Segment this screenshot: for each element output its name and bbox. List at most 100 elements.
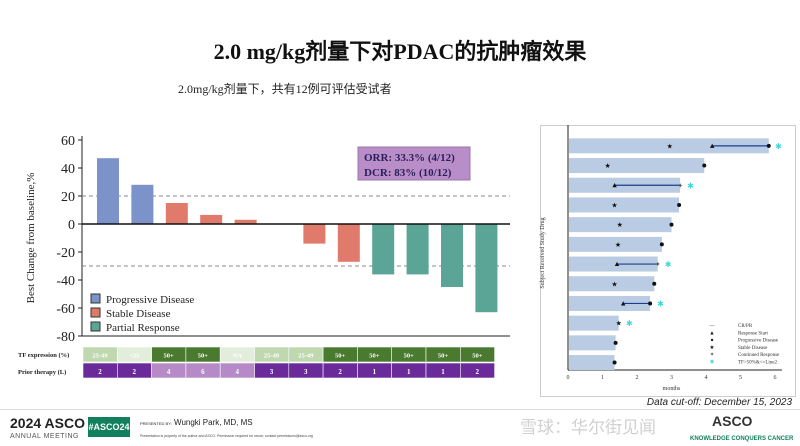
duration-bar [569,138,769,154]
tf-cell-label: 25-49 [264,353,280,360]
progressive-disease-marker [613,340,618,345]
response-start-marker [621,301,626,306]
prior-cell-label: 2 [476,368,480,376]
bar [303,224,326,244]
presenter-name: Wungki Park, MD, MS [174,418,253,427]
asco-tagline: KNOWLEDGE CONQUERS CANCER [690,436,794,442]
response-start-marker [614,261,620,267]
tf-cell-label: 50+ [404,353,415,360]
legend-label: Response Start [738,331,768,336]
bar [131,184,154,224]
y-tick-label: 0 [68,218,75,233]
bar [200,214,223,224]
legend-swatch [90,321,101,332]
stable-disease-marker: ★ [667,142,673,150]
y-tick-label: -80 [56,330,75,345]
tf-cell [459,346,495,363]
legend-marker: ✦ [710,351,715,358]
duration-bar [569,158,705,174]
bar [475,224,498,313]
tf-marker: ✱ [626,319,633,328]
duration-bar [569,236,662,252]
bar [165,203,188,224]
prior-cell-label: 3 [304,368,308,376]
x-tick-label: 3 [670,375,673,381]
stable-disease-marker: ★ [605,162,611,170]
duration-bar [569,217,672,233]
legend-label: Continued Response [738,353,780,358]
annotation-box [357,146,471,181]
y-tick-label: 40 [61,162,75,177]
legend-label: Progressive Disease [738,339,779,344]
tf-marker: ✱ [775,142,782,151]
stable-disease-marker: ★ [611,280,617,288]
data-cutoff: Data cut-off: December 15, 2023 [646,397,792,408]
legend-marker: ★ [710,344,715,351]
legend-marker: — [708,323,715,329]
legend-swatch [90,307,101,318]
orr-label: ORR: 33.3% (4/12) [364,152,455,164]
asco-meeting-label: ANNUAL MEETING [10,433,79,440]
progressive-disease-marker [677,202,682,207]
footer-divider [0,409,800,410]
hashtag-badge: #ASCO24 [88,417,130,437]
tf-marker: ✱ [687,181,694,190]
x-tick-label: 1 [601,375,604,381]
tf-cell-label: 50+ [163,353,174,360]
prior-cell-label: 1 [441,368,445,376]
y-tick-label: -40 [56,274,75,289]
legend-label: Progressive Disease [106,294,194,306]
x-tick-label: 6 [774,375,777,381]
continued-response-marker: ✦ [655,261,661,269]
tf-cell-label: 50+ [472,353,483,360]
asco-logo: ASCO [712,413,753,429]
duration-bar [569,256,658,272]
legend-label: TF>50%&<=Line2 [738,361,778,366]
slide-title: 2.0 mg/kg剂量下对PDAC的抗肿瘤效果 [213,39,587,64]
presented-by-label: PRESENTED BY: [140,421,172,426]
bar [441,224,463,287]
duration-bar [569,295,651,311]
prior-cell-label: 2 [133,368,137,376]
duration-bar [569,355,615,371]
bar [97,158,119,224]
progressive-disease-marker [766,143,771,148]
prior-cell-label: 1 [407,368,411,376]
prior-cell-label: 1 [373,368,377,376]
waterfall-chart: 60 40 20 0 -20 -40 -60 -80 Best Change from base… [18,134,510,379]
y-axis-label: Subject Received Study Drug [540,217,546,288]
bar [234,219,257,224]
watermark: 雪球：华尔街见闻 [520,418,656,438]
prior-row-label: Prior therapy (L) [18,369,66,376]
swimmer-chart: 0 1 2 3 4 5 6 months Subject Received Study Drug… [540,125,782,392]
tf-marker: ✱ [657,299,664,308]
tf-cell-label: NA [233,353,243,360]
duration-bar [569,335,616,351]
y-tick-label: 60 [61,134,75,149]
dcr-label: DCR: 83% (10/12) [364,167,452,179]
tf-marker: ✱ [665,260,672,269]
progressive-disease-marker [652,281,657,286]
x-tick-label: 5 [739,375,742,381]
y-tick-label: -20 [56,246,75,261]
tf-cell-label: 50+ [438,353,449,360]
tf-cell-label: <25 [129,353,140,360]
slide-subtitle: 2.0mg/kg剂量下，共有12例可评估受试者 [178,82,392,96]
tf-cell-label: 50+ [198,353,209,360]
tf-cell-label: 25-49 [298,353,314,360]
prior-cell [459,362,495,379]
progressive-disease-marker [659,242,664,247]
duration-bar [569,276,655,292]
prior-cell-label: 4 [167,368,171,376]
legend-marker: ▲ [709,330,714,336]
progressive-disease-marker [669,222,674,227]
y-tick-label: 20 [61,190,75,205]
prior-cell-label: 3 [270,368,274,376]
stable-disease-marker: ★ [617,221,623,229]
continued-response-marker: ✦ [677,182,683,190]
y-tick-label: -60 [56,302,75,317]
y-axis-label: Best Change from baseline,% [25,173,37,304]
bar [406,224,429,275]
legend-marker: ✱ [710,359,715,366]
prior-cell-label: 6 [201,368,205,376]
